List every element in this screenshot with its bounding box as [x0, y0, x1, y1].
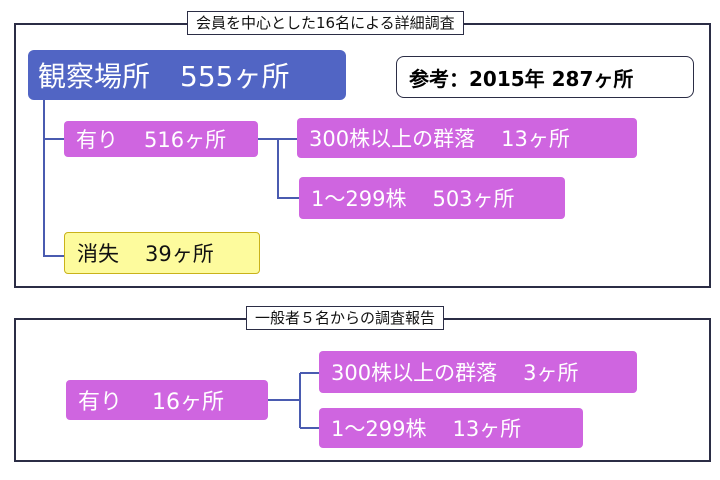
observed-label: 観察場所	[38, 60, 151, 93]
reference-2015-box: 参考：2015年 287ヶ所	[396, 56, 694, 98]
reference-label: 参考：2015年 287ヶ所	[409, 66, 634, 91]
colony-300-count: 13ヶ所	[501, 127, 570, 151]
observed-locations-box: 観察場所 555ヶ所	[28, 50, 346, 100]
colony-300-plus-box: 300株以上の群落 13ヶ所	[297, 118, 637, 158]
public-report-title: 一般者５名からの調査報告	[246, 306, 445, 330]
public-range-1-299-count: 13ヶ所	[452, 417, 522, 441]
detailed-survey-title: 会員を中心とした16名による詳細調査	[187, 11, 464, 35]
public-range-1-299-box: 1〜299株 13ヶ所	[319, 408, 583, 448]
range-1-299-box: 1〜299株 503ヶ所	[299, 177, 565, 219]
lost-count: 39ヶ所	[145, 242, 214, 266]
range-1-299-label: 1〜299株	[311, 187, 407, 211]
public-colony-300-label: 300株以上の群落	[331, 361, 498, 385]
public-range-1-299-label: 1〜299株	[331, 417, 427, 441]
connector-observed-to-lost	[43, 98, 64, 257]
public-present-label: 有り	[78, 390, 123, 415]
present-label: 有り	[76, 128, 118, 152]
public-colony-300-plus-box: 300株以上の群落 3ヶ所	[319, 351, 637, 393]
colony-300-label: 300株以上の群落	[309, 127, 476, 151]
lost-box: 消失 39ヶ所	[64, 232, 260, 274]
range-1-299-count: 503ヶ所	[432, 187, 515, 211]
public-present-box: 有り 16ヶ所	[66, 380, 268, 420]
observed-count: 555ヶ所	[180, 60, 290, 93]
connector-present-to-range	[277, 139, 299, 199]
lost-label: 消失	[77, 242, 119, 266]
public-present-count: 16ヶ所	[152, 390, 225, 415]
present-count: 516ヶ所	[144, 128, 227, 152]
public-colony-300-count: 3ヶ所	[523, 361, 579, 385]
present-box: 有り 516ヶ所	[64, 121, 258, 157]
